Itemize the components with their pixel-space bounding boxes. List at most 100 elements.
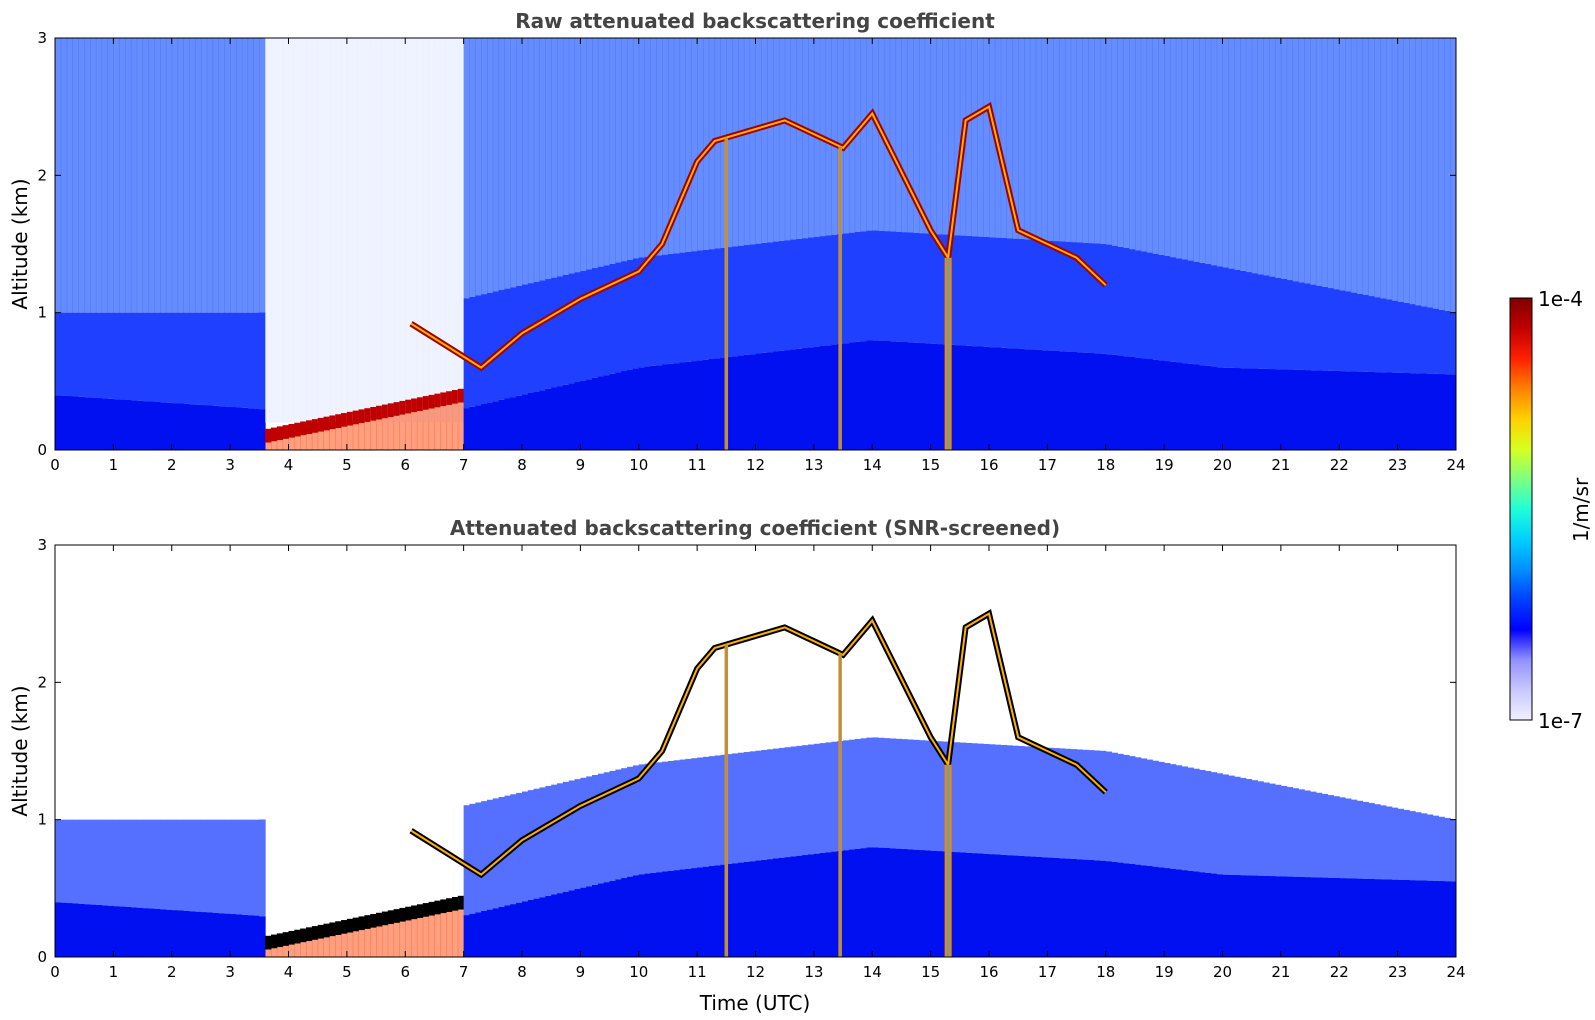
heatmap-cell <box>142 908 149 957</box>
heatmap-cell <box>335 921 342 935</box>
heatmap-cell <box>84 397 91 450</box>
heatmap-cell <box>866 38 873 231</box>
heatmap-cell <box>994 237 1002 348</box>
heatmap-cell <box>1187 38 1194 261</box>
heatmap-cell <box>778 240 786 351</box>
heatmap-cell <box>294 422 301 437</box>
x-tick-label: 12 <box>746 456 765 474</box>
heatmap-cell <box>913 739 920 850</box>
heatmap-cell <box>72 903 79 957</box>
heatmap-cell <box>1164 868 1171 957</box>
heatmap-cell <box>1035 349 1043 450</box>
heatmap-cell <box>1152 38 1159 254</box>
heatmap-cell <box>1164 361 1171 450</box>
heatmap-cell <box>597 883 605 957</box>
heatmap-cell <box>475 802 482 913</box>
heatmap-cell <box>148 312 155 402</box>
heatmap-cell <box>130 38 138 313</box>
x-tick-label: 5 <box>342 963 352 981</box>
heatmap-cell <box>767 859 774 957</box>
heatmap-cell <box>1000 854 1008 957</box>
heatmap-cell <box>1415 38 1422 306</box>
heatmap-cell <box>329 429 336 450</box>
heatmap-cell <box>1368 803 1375 879</box>
heatmap-cell <box>387 910 395 925</box>
heatmap-cell <box>1426 373 1434 450</box>
heatmap-cell <box>119 906 126 957</box>
heatmap-cell <box>200 312 208 406</box>
heatmap-cell <box>1245 38 1253 273</box>
heatmap-cell <box>55 395 62 450</box>
heatmap-cell <box>288 930 295 945</box>
heatmap-cell <box>667 870 675 957</box>
heatmap-cell <box>95 905 103 957</box>
heatmap-cell <box>901 849 908 957</box>
heatmap-cell <box>475 295 482 406</box>
heatmap-cell <box>1053 38 1060 242</box>
heatmap-cell <box>691 38 698 252</box>
heatmap-cell <box>924 850 932 957</box>
heatmap-cell <box>195 911 202 957</box>
heatmap-cell <box>790 349 797 450</box>
x-tick-label: 18 <box>1096 963 1115 981</box>
heatmap-cell <box>527 38 535 284</box>
heatmap-cell <box>1140 865 1148 957</box>
heatmap-cell <box>119 399 126 450</box>
heatmap-cell <box>504 398 511 450</box>
heatmap-cell <box>364 915 371 929</box>
heatmap-cell <box>1292 38 1299 282</box>
heatmap-cell <box>72 819 79 904</box>
heatmap-cell <box>1059 351 1066 450</box>
heatmap-cell <box>685 361 692 450</box>
heatmap-cell <box>953 38 961 236</box>
heatmap-cell <box>662 364 669 450</box>
heatmap-cell <box>755 243 762 354</box>
heatmap-cell <box>270 948 278 957</box>
heatmap-cell <box>101 38 109 313</box>
heatmap-cell <box>1350 371 1358 450</box>
heatmap-cell <box>95 398 103 450</box>
heatmap-cell <box>1094 860 1101 957</box>
heatmap-cell <box>901 232 908 343</box>
heatmap-cell <box>1146 866 1153 957</box>
heatmap-cell <box>1047 350 1054 450</box>
heatmap-cell <box>714 38 721 249</box>
heatmap-cell <box>1041 747 1048 858</box>
heatmap-cell <box>1304 877 1311 957</box>
heatmap-cell <box>796 348 803 450</box>
heatmap-cell <box>562 274 570 385</box>
heatmap-cell <box>773 38 780 242</box>
heatmap-cell <box>539 38 546 281</box>
heatmap-cell <box>737 752 745 863</box>
heatmap-cell <box>1111 38 1118 246</box>
heatmap-cell <box>416 411 424 450</box>
heatmap-cell <box>1409 38 1416 305</box>
heatmap-cell <box>1169 257 1177 362</box>
heatmap-cell <box>1304 38 1311 284</box>
heatmap-cell <box>627 766 634 877</box>
colorbar-max-label: 1e-4 <box>1538 287 1583 311</box>
y-tick-label: 2 <box>37 166 47 184</box>
heatmap-cell <box>1304 370 1311 450</box>
heatmap-cell <box>346 932 354 957</box>
heatmap-cell <box>1070 242 1078 352</box>
heatmap-cell <box>1146 759 1153 867</box>
heatmap-cell <box>1432 880 1439 957</box>
heatmap-cell <box>883 38 891 232</box>
heatmap-cell <box>300 928 307 943</box>
heatmap-cell <box>1263 38 1270 276</box>
heatmap-cell <box>702 359 710 450</box>
heatmap-cell <box>1175 765 1183 870</box>
x-tick-label: 8 <box>517 456 527 474</box>
heatmap-cell <box>329 922 336 937</box>
heatmap-cell <box>691 251 698 362</box>
heatmap-cell <box>1438 309 1445 375</box>
heatmap-cell <box>621 878 628 957</box>
heatmap-cell <box>743 38 751 246</box>
heatmap-cell <box>796 855 803 957</box>
heatmap-cell <box>1240 38 1247 271</box>
heatmap-cell <box>411 38 418 423</box>
x-tick-label: 16 <box>979 456 998 474</box>
heatmap-cell <box>1216 874 1223 957</box>
heatmap-cell <box>895 38 902 232</box>
